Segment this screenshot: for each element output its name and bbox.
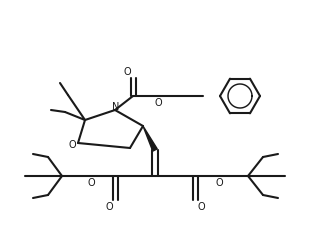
Text: O: O [123,67,131,77]
Text: O: O [215,178,223,188]
Text: O: O [105,202,113,212]
Text: O: O [197,202,205,212]
Text: O: O [87,178,95,188]
Text: O: O [68,140,76,150]
Polygon shape [143,126,157,151]
Text: N: N [112,102,120,112]
Text: O: O [154,98,162,108]
